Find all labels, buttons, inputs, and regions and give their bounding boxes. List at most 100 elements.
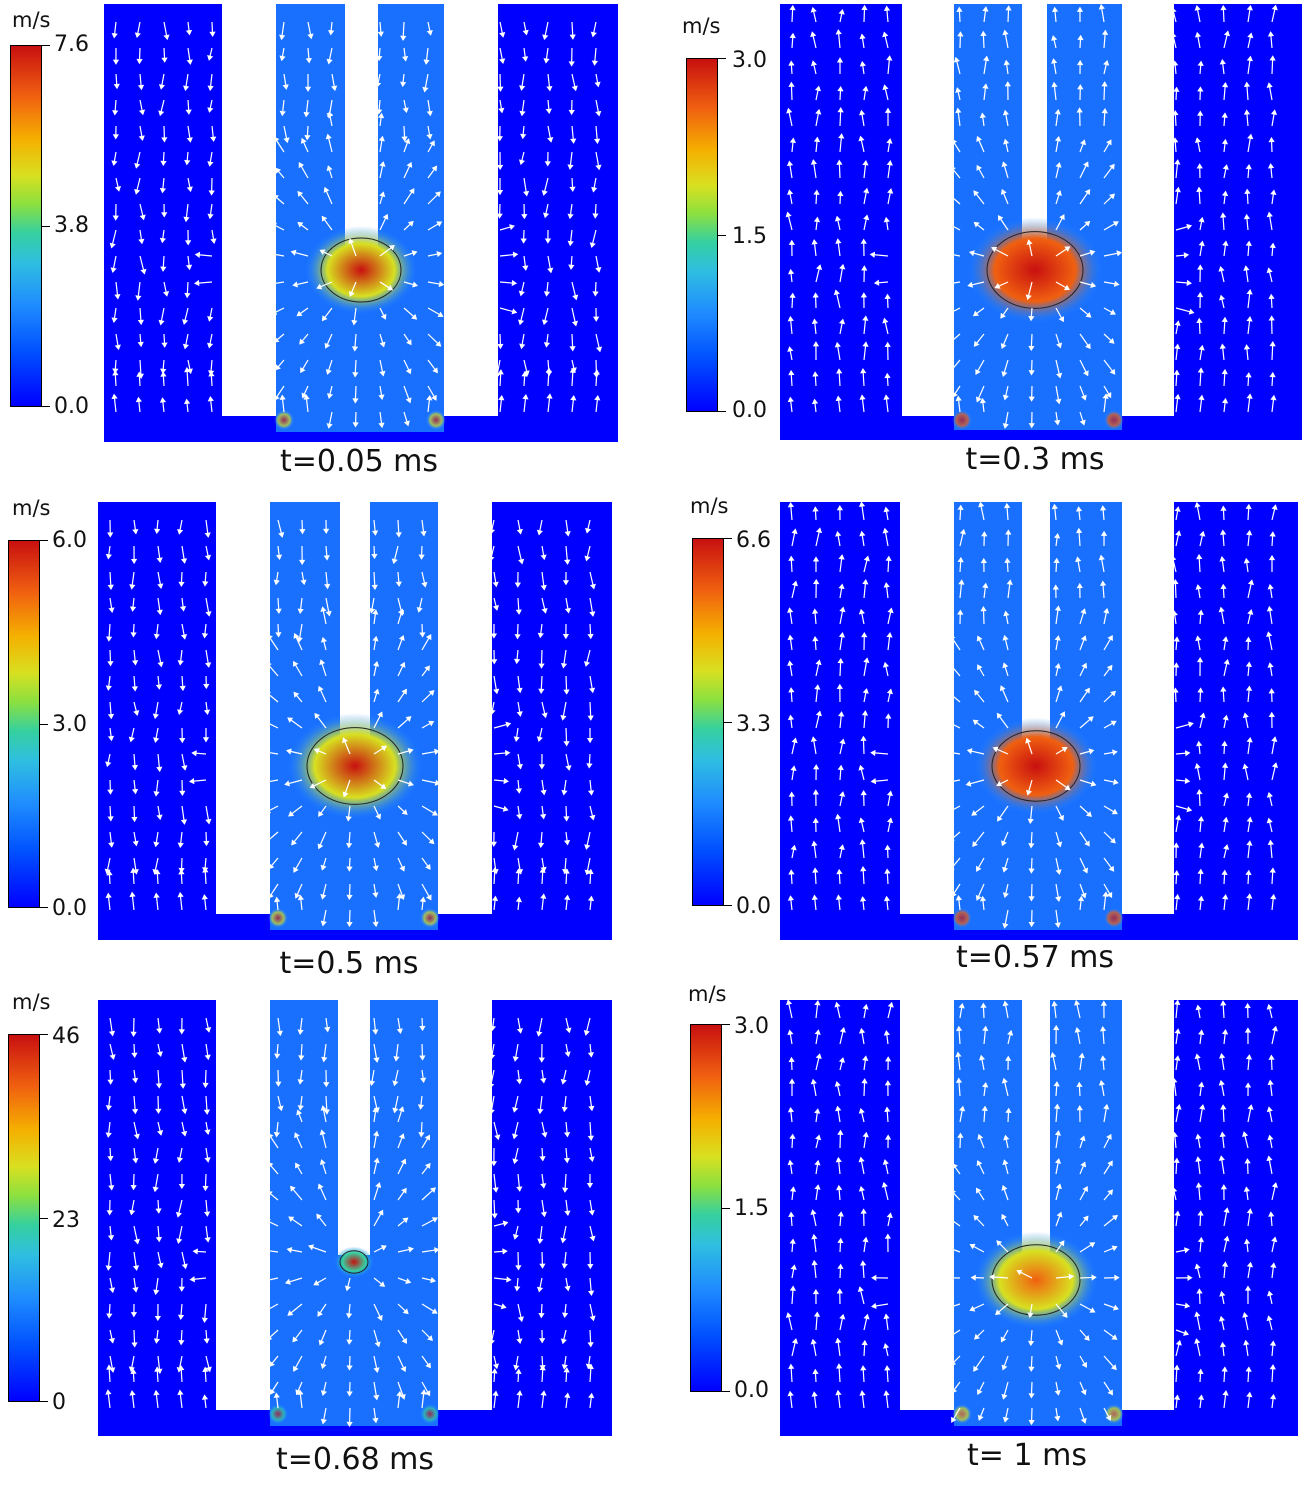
vector-arrowhead — [957, 609, 964, 615]
vector-arrowhead — [883, 895, 891, 902]
vector-arrowhead — [318, 1339, 325, 1346]
vector-arrowhead — [344, 1285, 351, 1292]
vector-arrowhead — [110, 267, 117, 274]
vector-arrowhead — [540, 584, 547, 591]
vector-arrowhead — [564, 1210, 571, 1217]
vector-arrowhead — [973, 190, 980, 197]
vector-arrowhead — [431, 1308, 438, 1314]
vector-arrowhead — [1173, 636, 1180, 642]
vector-arrowhead — [955, 87, 962, 93]
vector-arrowhead — [418, 554, 425, 560]
vector-arrowhead — [497, 369, 504, 375]
vector-arrowhead — [1247, 579, 1255, 586]
vector-arrowhead — [296, 310, 303, 317]
vector-arrowhead — [156, 1051, 163, 1058]
vector-arrowhead — [950, 1359, 957, 1366]
vector-arrowhead — [270, 222, 277, 229]
vector-arrowhead — [1076, 107, 1083, 113]
vector-arrowhead — [1103, 607, 1110, 614]
vector-arrowhead — [490, 1161, 498, 1167]
vector-arrowhead — [1196, 163, 1203, 169]
vector-arrowhead — [203, 1109, 211, 1115]
vector-arrowhead — [1111, 808, 1118, 815]
vector-arrowhead — [431, 1217, 438, 1223]
vector-arrowhead — [977, 1133, 984, 1140]
vector-arrowhead — [862, 579, 869, 585]
vector-arrowhead — [813, 216, 821, 223]
vector-arrowhead — [836, 683, 843, 690]
vector-arrowhead — [1110, 720, 1117, 727]
vector-arrowhead — [490, 841, 497, 847]
vector-arrowhead — [402, 56, 409, 62]
vector-arrowhead — [1246, 4, 1253, 11]
bubble-interface — [991, 1244, 1081, 1316]
vector-arrowhead — [1195, 1004, 1202, 1011]
vector-arrowhead — [584, 527, 592, 534]
vector-arrowhead — [788, 791, 795, 797]
vector-arrowhead — [834, 215, 841, 222]
vector-arrowhead — [352, 398, 359, 404]
vector-arrowhead — [488, 555, 495, 562]
vector-arrowhead — [1244, 1027, 1252, 1033]
vector-arrowhead — [154, 528, 161, 535]
vector-arrowhead — [1220, 1104, 1227, 1110]
bubble-interface — [306, 727, 404, 805]
vector-arrowhead — [836, 159, 843, 165]
vector-arrowhead — [159, 397, 167, 403]
vector-arrowhead — [431, 810, 438, 816]
vector-arrowhead — [1028, 1366, 1035, 1372]
vector-arrowhead — [1028, 843, 1035, 849]
vector-arrowhead — [1245, 1054, 1253, 1060]
vector-arrowhead — [395, 581, 402, 587]
vector-arrowhead — [130, 1031, 137, 1037]
vector-arrowhead — [1001, 371, 1008, 377]
vector-arrowhead — [407, 748, 414, 755]
vector-arrowhead — [837, 1263, 844, 1269]
vector-arrowhead — [567, 164, 574, 170]
vector-arrowhead — [834, 341, 841, 348]
vector-arrowhead — [401, 839, 407, 846]
vector-arrowhead — [1173, 842, 1180, 848]
vector-arrowhead — [812, 371, 819, 377]
vector-arrowhead — [1053, 1081, 1060, 1087]
vector-arrowhead — [1052, 584, 1059, 590]
vector-arrowhead — [540, 554, 547, 561]
vector-arrowhead — [517, 1316, 524, 1323]
vector-arrowhead — [1198, 344, 1205, 351]
vector-arrowhead — [1219, 343, 1226, 349]
vector-arrowhead — [1269, 55, 1276, 61]
vector-arrowhead — [138, 109, 146, 116]
vector-arrowhead — [1173, 86, 1180, 92]
vector-arrowhead — [179, 1083, 186, 1089]
vector-arrowhead — [539, 1365, 546, 1371]
vector-arrowhead — [563, 741, 570, 747]
bubble-interface — [986, 231, 1084, 309]
vector-arrowhead — [297, 1079, 304, 1085]
vector-arrowhead — [379, 191, 386, 198]
vector-arrowhead — [787, 1106, 795, 1113]
vector-arrowhead — [1088, 748, 1095, 755]
vector-arrowhead — [973, 221, 980, 228]
vector-arrowhead — [491, 866, 498, 873]
vector-arrowhead — [515, 896, 523, 903]
vector-arrowhead — [1246, 316, 1253, 322]
vector-arrowhead — [395, 532, 402, 538]
vector-arrowhead — [518, 159, 525, 166]
vector-arrowhead — [326, 393, 334, 399]
vector-arrowhead — [788, 1056, 795, 1063]
vector-arrowhead — [884, 1365, 891, 1371]
vector-arrowhead — [885, 555, 892, 562]
vector-arrowhead — [1113, 778, 1119, 786]
vector-arrowhead — [886, 817, 894, 824]
vector-arrowhead — [594, 394, 601, 401]
vector-arrowhead — [885, 1056, 892, 1062]
vector-arrowhead — [1245, 1366, 1252, 1372]
vector-arrowhead — [178, 1286, 185, 1292]
vector-arrowhead — [955, 895, 963, 901]
vector-arrowhead — [274, 1053, 281, 1059]
vector-arrowhead — [884, 1233, 892, 1239]
vector-arrowhead — [1064, 246, 1071, 252]
vector-arrowhead — [140, 268, 147, 275]
vector-arrowhead — [400, 81, 407, 88]
vector-arrowhead — [565, 765, 572, 771]
